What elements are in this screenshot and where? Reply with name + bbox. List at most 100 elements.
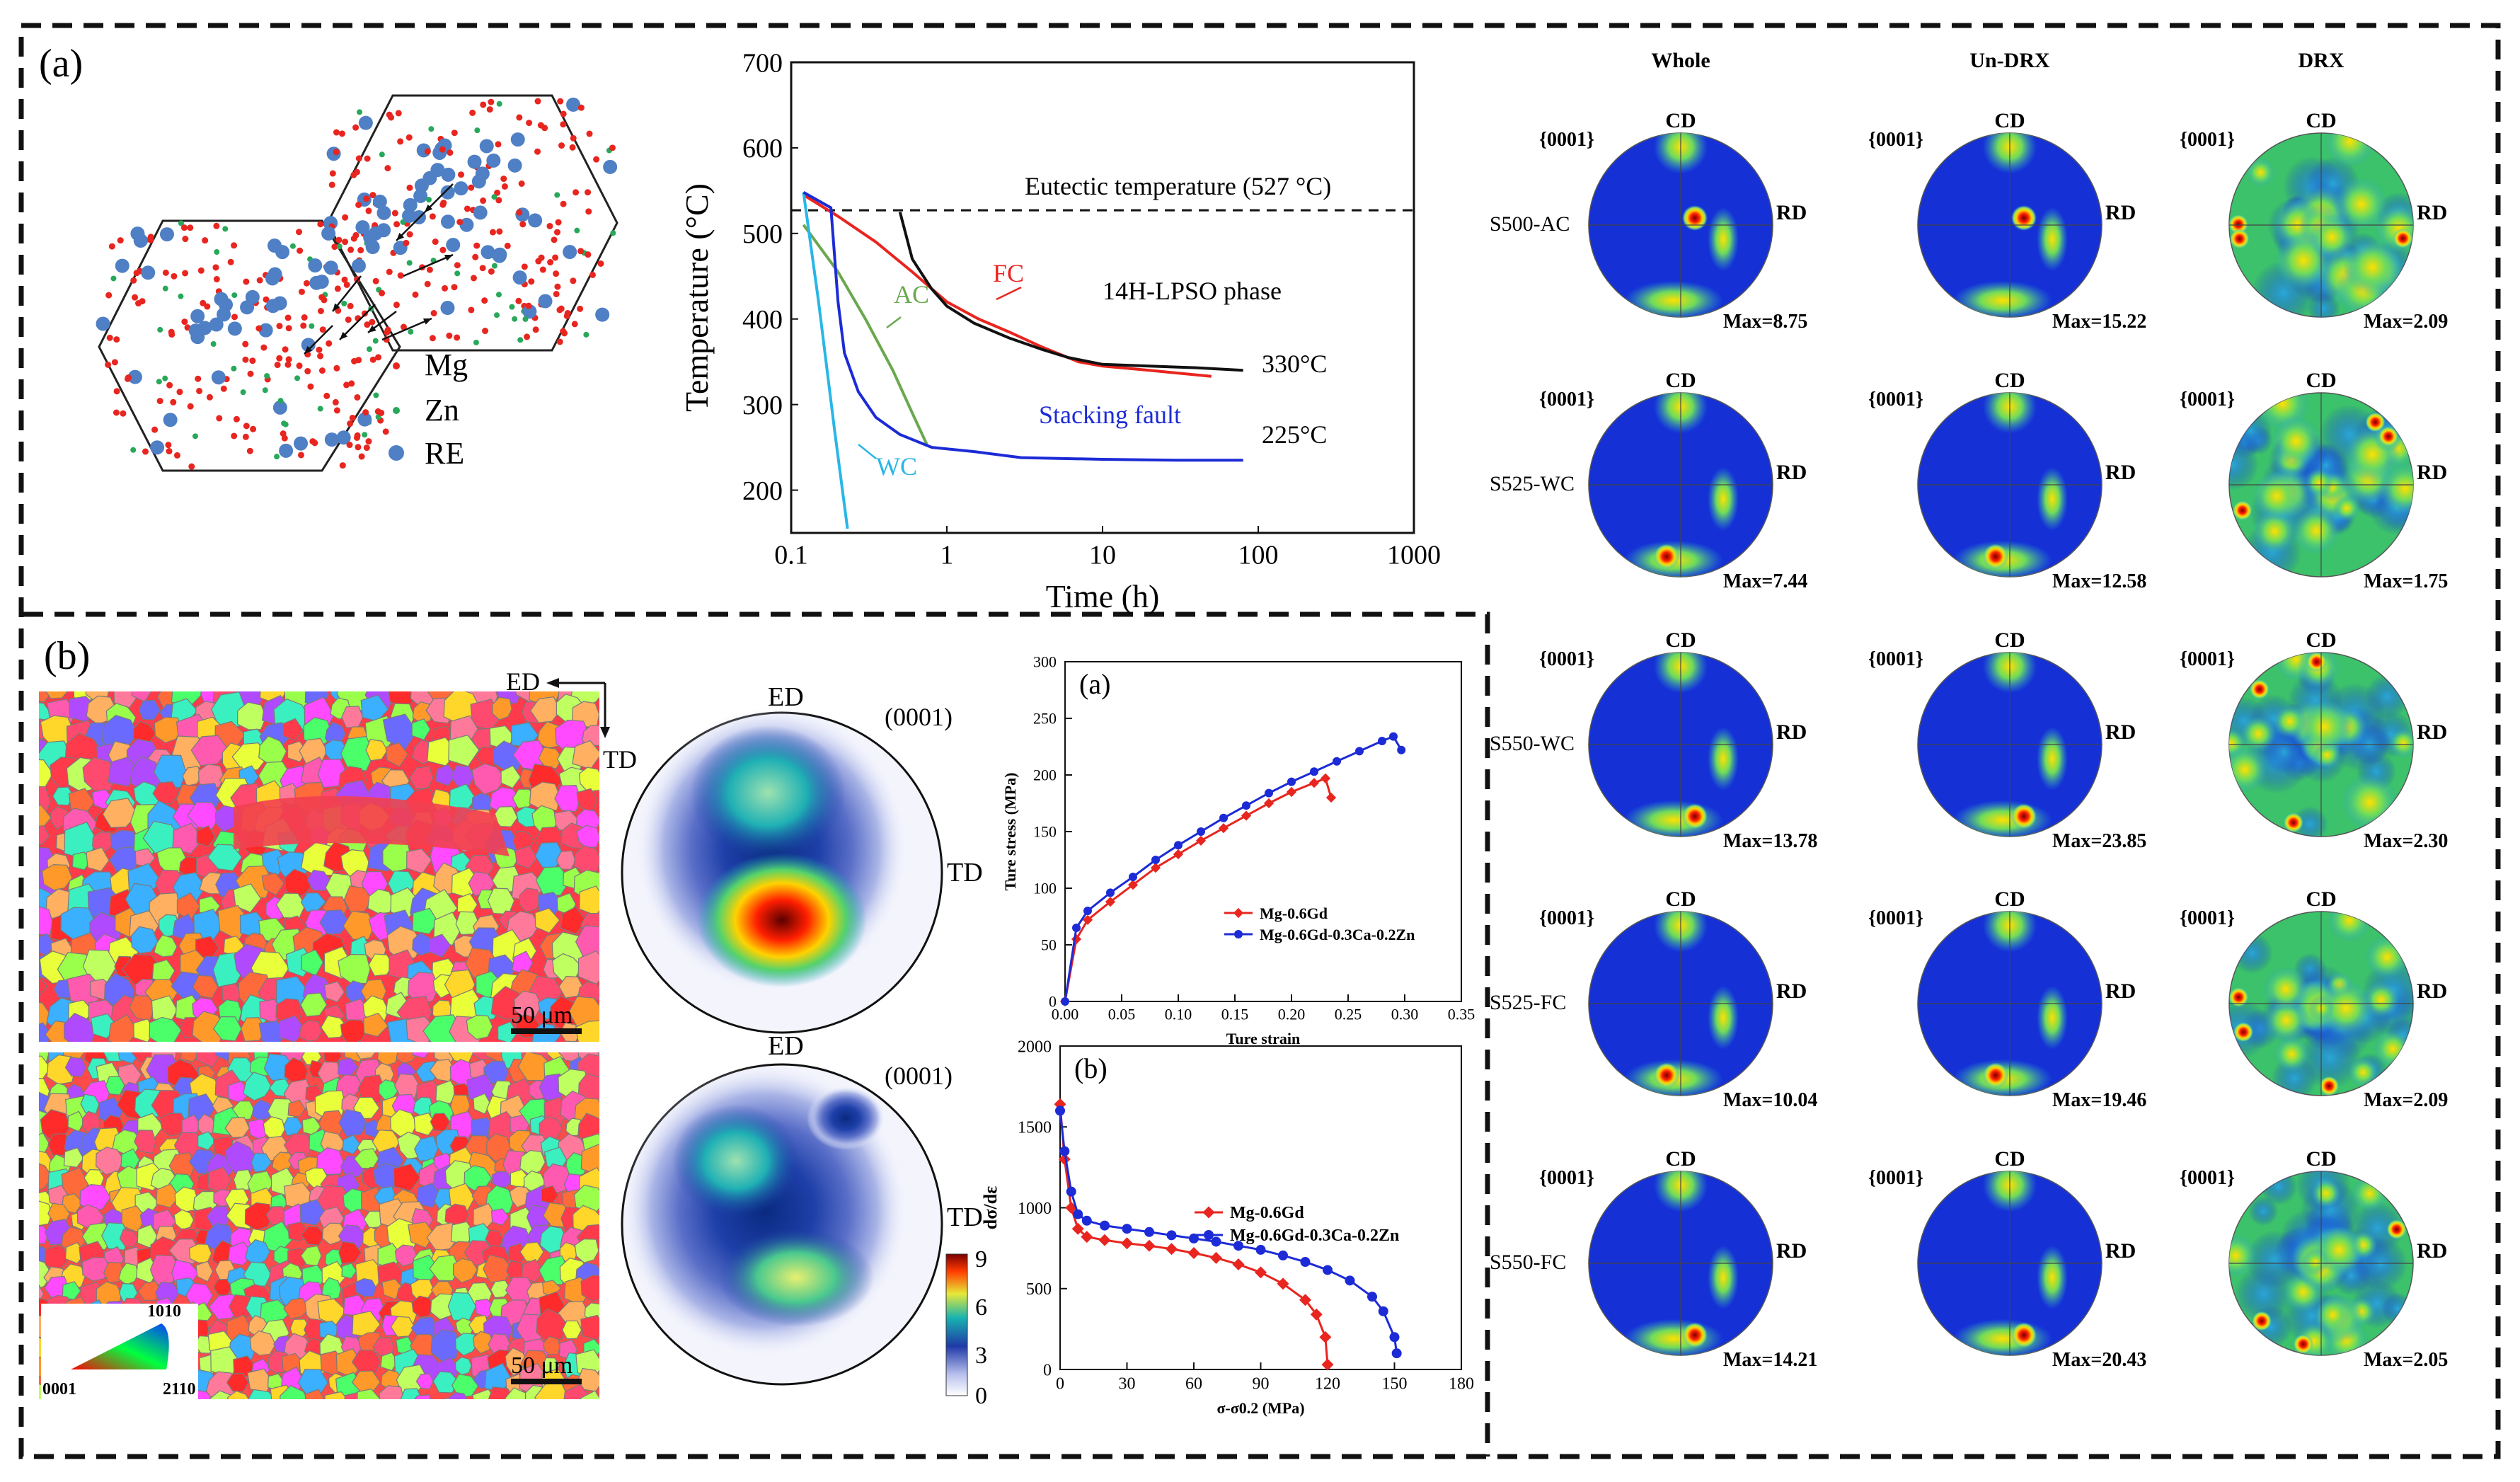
grain <box>382 713 418 750</box>
series-line <box>802 191 1243 462</box>
grain <box>119 1229 139 1248</box>
grain <box>226 1372 249 1393</box>
re-atom <box>414 178 429 193</box>
zn-atom <box>264 373 270 379</box>
mg-atom <box>231 242 238 249</box>
mg-atom <box>430 310 437 317</box>
legend-re-label: RE <box>425 436 464 471</box>
mg-atom <box>393 301 400 309</box>
pf-blob <box>2283 812 2303 833</box>
pole-figure <box>1917 1171 2102 1356</box>
pf-max-label: Max=10.04 <box>1723 1089 1817 1111</box>
grain <box>365 739 389 762</box>
grain <box>44 1244 71 1270</box>
grain <box>343 885 373 913</box>
mg-atom <box>393 221 401 228</box>
grain <box>338 1241 362 1265</box>
re-atom <box>473 205 488 220</box>
mg-atom <box>296 362 303 369</box>
mg-atom <box>515 297 522 304</box>
pf-blob <box>2343 238 2402 297</box>
mg-atom <box>382 428 389 435</box>
re-atom <box>413 188 428 203</box>
y-tick-label: 300 <box>742 391 783 420</box>
zn-atom <box>406 260 413 266</box>
grain <box>539 1116 563 1142</box>
re-atom <box>272 400 287 415</box>
pf-plane-label: {0001} <box>2180 389 2235 410</box>
pf-b-top-ed: ED <box>768 682 804 712</box>
mg-atom <box>297 452 304 459</box>
diffusion-arrowhead <box>396 232 405 241</box>
grain <box>61 1193 84 1214</box>
column-header-1: Un-DRX <box>1969 49 2050 72</box>
mg-atom <box>454 334 461 341</box>
mg-atom <box>553 290 560 297</box>
grain <box>429 934 451 958</box>
mg-atom <box>355 155 362 162</box>
mg-atom <box>162 269 169 276</box>
diffusion-arrowhead <box>368 325 376 333</box>
pf-plane-label: {0001} <box>1539 389 1594 410</box>
re-atom <box>159 227 174 242</box>
data-marker <box>1061 997 1069 1006</box>
mg-atom <box>560 200 567 207</box>
grain <box>580 1275 599 1302</box>
zn-atom <box>156 379 162 385</box>
grain <box>448 734 480 767</box>
zn-atom <box>491 263 497 269</box>
grain <box>451 765 474 787</box>
mg-atom <box>365 438 372 445</box>
pf-b-bottom-ed: ED <box>768 1031 804 1061</box>
zn-atom <box>317 406 323 412</box>
zn-atom <box>262 387 268 394</box>
mg-atom <box>369 318 376 326</box>
colorbar-tick-9: 9 <box>975 1246 987 1273</box>
mg-atom <box>454 262 461 269</box>
grain <box>130 926 159 954</box>
y-axis-label: dσ/dε <box>980 1186 1001 1229</box>
pf-plane-label: {0001} <box>2180 129 2235 151</box>
data-marker <box>1389 732 1398 741</box>
grain <box>355 1052 376 1060</box>
mg-atom <box>181 318 188 326</box>
row-label: S500-AC <box>1490 212 1570 236</box>
grain <box>357 1074 386 1103</box>
grain <box>208 1294 239 1321</box>
mg-atom <box>456 219 464 226</box>
data-marker <box>1355 747 1364 756</box>
mg-atom <box>351 357 358 364</box>
data-marker <box>1378 737 1386 745</box>
pf-rd-label: RD <box>2105 720 2136 744</box>
mg-atom <box>355 444 362 451</box>
pf-rd-label: RD <box>2417 201 2447 224</box>
pf-blob <box>2270 415 2322 467</box>
grain <box>248 1389 277 1399</box>
grain <box>245 1239 271 1267</box>
mg-atom <box>151 426 159 433</box>
y-tick-label: 500 <box>742 219 783 249</box>
legend-marker <box>1204 1230 1214 1240</box>
mg-atom <box>166 381 173 389</box>
mg-atom <box>553 270 560 277</box>
grain <box>471 763 507 795</box>
mg-atom <box>494 189 501 196</box>
zn-atom <box>372 338 379 344</box>
mg-atom <box>260 344 267 351</box>
grain <box>138 699 161 720</box>
re-atom <box>595 307 610 322</box>
mg-atom <box>328 181 335 188</box>
grain <box>321 1277 342 1300</box>
grain <box>156 1183 180 1208</box>
ac-pointer <box>886 316 902 328</box>
re-atom <box>528 213 543 228</box>
mg-atom <box>332 398 339 406</box>
data-marker <box>1310 1308 1323 1321</box>
diffusion-arrow <box>403 253 454 277</box>
re-atom <box>430 163 445 178</box>
pole-figure <box>2228 132 2414 318</box>
mg-atom <box>171 272 178 280</box>
mg-atom <box>519 221 527 228</box>
x-tick-label: 120 <box>1315 1375 1340 1394</box>
grain <box>154 716 182 744</box>
